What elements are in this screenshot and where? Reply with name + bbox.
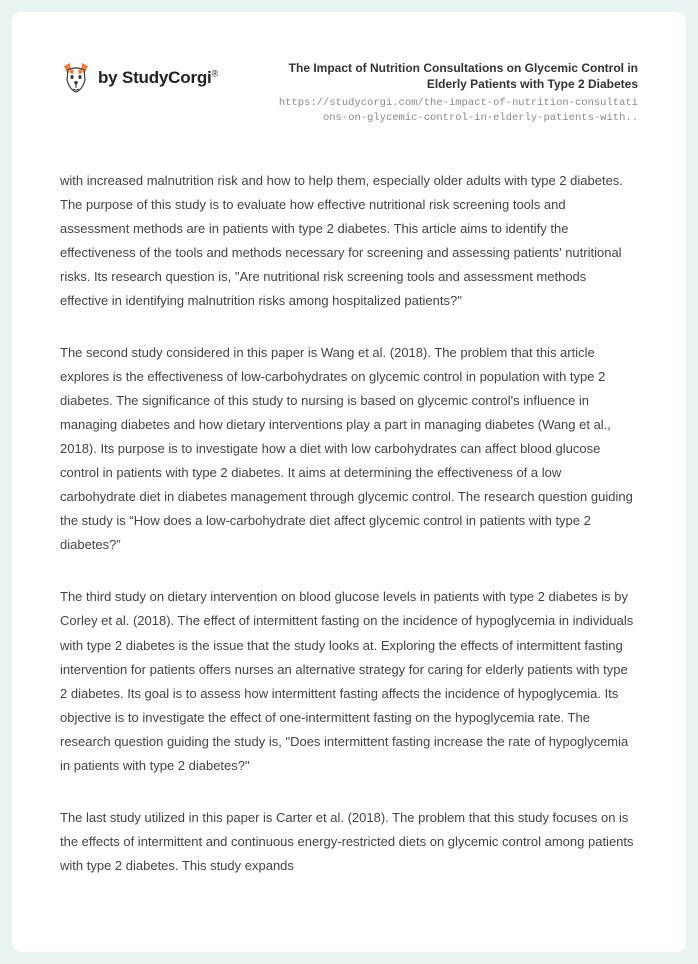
brand-text: by StudyCorgi® — [98, 68, 218, 88]
paragraph: The second study considered in this pape… — [60, 341, 638, 557]
paragraph: The last study utilized in this paper is… — [60, 806, 638, 878]
header: by StudyCorgi® The Impact of Nutrition C… — [60, 60, 638, 125]
paragraph: The third study on dietary intervention … — [60, 585, 638, 777]
registered-mark: ® — [212, 69, 219, 79]
document-title: The Impact of Nutrition Consultations on… — [278, 60, 638, 92]
corgi-logo-icon — [60, 60, 92, 96]
document-meta: The Impact of Nutrition Consultations on… — [278, 60, 638, 125]
brand: by StudyCorgi® — [60, 60, 218, 96]
paragraph: with increased malnutrition risk and how… — [60, 169, 638, 313]
document-source-url: https://studycorgi.com/the-impact-of-nut… — [278, 96, 638, 124]
document-page: by StudyCorgi® The Impact of Nutrition C… — [12, 12, 686, 952]
document-body: with increased malnutrition risk and how… — [60, 169, 638, 878]
brand-by-label: by StudyCorgi — [98, 68, 212, 87]
